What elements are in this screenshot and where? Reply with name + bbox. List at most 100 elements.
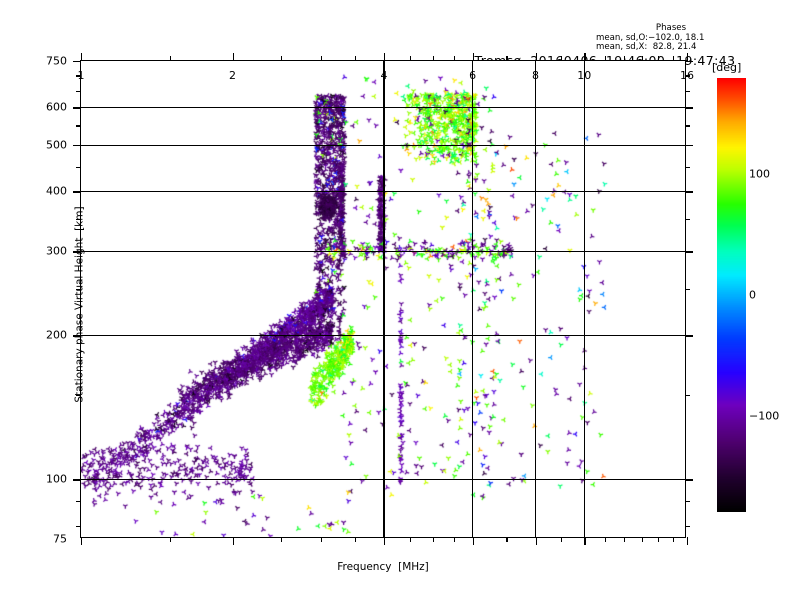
xtick-2: [232, 53, 234, 61]
gridline-x-4: [383, 61, 385, 537]
ytick-200: [73, 335, 81, 337]
gridline-y-500: [81, 144, 685, 146]
gridline-x-6: [472, 61, 474, 537]
ytick-right-550: [685, 125, 690, 127]
xtick-bottom-2.5: [281, 537, 283, 542]
ytick-right-650: [685, 90, 690, 92]
ytick-right-350: [685, 219, 690, 221]
xtick-1.5: [169, 56, 171, 61]
xtick-bottom-4.5: [409, 537, 411, 542]
xtick-13: [641, 56, 643, 61]
x-tick-label-4: 4: [380, 69, 388, 82]
xtick-2.5: [281, 56, 283, 61]
ytick-right-150: [685, 395, 690, 397]
xtick-bottom-7: [506, 537, 508, 542]
xtick-bottom-12: [624, 537, 626, 542]
ytick-right-200: [685, 335, 693, 337]
gridline-y-300: [81, 250, 685, 252]
ytick-right-90: [685, 501, 690, 503]
x-tick-label-16: 16: [680, 69, 694, 82]
xtick-bottom-4: [384, 537, 386, 545]
y-tick-label-750: 750: [46, 54, 67, 68]
xtick-bottom-6: [472, 537, 474, 545]
ytick-right-450: [685, 167, 690, 169]
xtick-9: [561, 56, 563, 61]
gridline-y-200: [81, 334, 685, 336]
xtick-15: [672, 56, 675, 61]
y-tick-label-600: 600: [46, 100, 67, 114]
colorbar-unit-label: [deg]: [712, 61, 742, 74]
x-tick-label-1: 1: [77, 69, 85, 82]
ytick-right-300: [685, 251, 693, 253]
xtick-11: [605, 56, 607, 61]
xtick-3.5: [354, 56, 356, 61]
xtick-bottom-13: [641, 537, 643, 542]
stats-header: Phases: [655, 23, 687, 33]
stats-o-mode: mean, sd,O:−102.0, 18.1: [596, 32, 705, 43]
x-tick-label-6: 6: [469, 69, 477, 82]
xtick-bottom-15: [672, 537, 675, 542]
xtick-bottom-3: [321, 537, 323, 542]
ytick-150: [76, 395, 81, 397]
ytick-100: [73, 479, 81, 481]
xtick-7: [506, 56, 508, 61]
xtick-bottom-11: [605, 537, 607, 542]
ytick-right-750: [685, 61, 693, 63]
colorbar-tick-100: 100: [749, 167, 770, 181]
xtick-bottom-9: [561, 537, 563, 542]
ytick-500: [73, 145, 81, 147]
xtick-4: [384, 53, 386, 61]
x-tick-label-8: 8: [532, 69, 539, 82]
x-axis-title: Frequency [MHz]: [337, 561, 429, 573]
phase-statistics: Phases mean, sd,O:−102.0, 18.1 mean, sd,…: [596, 23, 742, 53]
xtick-4.5: [409, 56, 411, 61]
ytick-700: [76, 75, 81, 77]
xtick-5: [432, 56, 434, 61]
y-tick-label-400: 400: [46, 184, 67, 198]
gridline-y-400: [81, 190, 685, 193]
ytick-600: [73, 107, 81, 109]
xtick-bottom-10: [584, 537, 586, 545]
y-tick-label-200: 200: [46, 328, 67, 342]
y-tick-label-100: 100: [46, 472, 67, 486]
xtick-8: [535, 53, 537, 61]
xtick-bottom-2: [232, 537, 234, 545]
ytick-400: [73, 191, 81, 193]
xtick-bottom-3.5: [354, 537, 356, 542]
ytick-right-700: [685, 75, 690, 77]
xtick-bottom-1.5: [169, 537, 171, 542]
xtick-bottom-16: [687, 537, 689, 545]
y-tick-label-500: 500: [46, 138, 67, 152]
xtick-14: [657, 56, 659, 61]
y-axis-title: Stationary phase Virtual Height [km]: [73, 206, 86, 403]
plot-area: 1 2 4 6 8 10 16 75 100 200 300 400 500 600 750: [46, 53, 694, 546]
xtick-1: [81, 53, 83, 61]
ytick-450: [76, 167, 81, 169]
xtick-12: [624, 56, 626, 61]
gridline-x-8: [534, 61, 537, 537]
ytick-right-80: [685, 525, 690, 527]
xtick-6: [472, 53, 474, 61]
ytick-right-100: [685, 479, 693, 481]
ytick-250: [76, 289, 81, 291]
xtick-10: [584, 53, 586, 61]
ytick-550: [76, 125, 81, 127]
colorbar-gradient: [717, 78, 746, 512]
xtick-bottom-5.5: [453, 537, 455, 542]
y-tick-label-75: 75: [53, 532, 67, 546]
xtick-5.5: [453, 56, 455, 61]
ytick-80: [76, 525, 81, 527]
xtick-bottom-8: [535, 537, 537, 545]
ytick-right-400: [685, 191, 693, 193]
y-axis-title-wrapper: Stationary phase Virtual Height [km]: [30, 0, 85, 600]
ytick-650: [76, 90, 81, 92]
ytick-300: [73, 251, 81, 253]
gridline-y-600: [81, 106, 685, 108]
ytick-90: [76, 501, 81, 503]
ytick-350: [76, 219, 81, 221]
xtick-bottom-1: [81, 537, 83, 545]
y-tick-labels: 75 100 200 300 400 500 600 750: [23, 55, 73, 546]
xtick-3: [321, 56, 323, 61]
xtick-bottom-14: [657, 537, 659, 542]
